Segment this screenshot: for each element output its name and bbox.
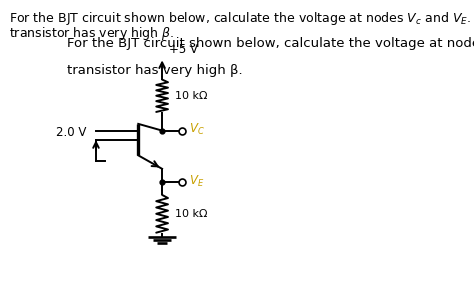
Text: 10 kΩ: 10 kΩ bbox=[175, 209, 208, 219]
Text: 10 kΩ: 10 kΩ bbox=[175, 91, 208, 101]
Text: transistor has very high $\beta$.: transistor has very high $\beta$. bbox=[9, 25, 175, 42]
Text: $V_C$: $V_C$ bbox=[189, 122, 204, 137]
Text: transistor has very high β.: transistor has very high β. bbox=[66, 64, 242, 77]
Text: For the BJT circuit shown below, calculate the voltage at nodes: For the BJT circuit shown below, calcula… bbox=[66, 37, 474, 50]
Text: For the BJT circuit shown below, calculate the voltage at nodes $V_c$ and $V_E$.: For the BJT circuit shown below, calcula… bbox=[9, 10, 474, 27]
Text: +5 V: +5 V bbox=[169, 44, 198, 56]
Text: 2.0 V: 2.0 V bbox=[56, 126, 87, 139]
Text: $V_E$: $V_E$ bbox=[189, 174, 204, 189]
